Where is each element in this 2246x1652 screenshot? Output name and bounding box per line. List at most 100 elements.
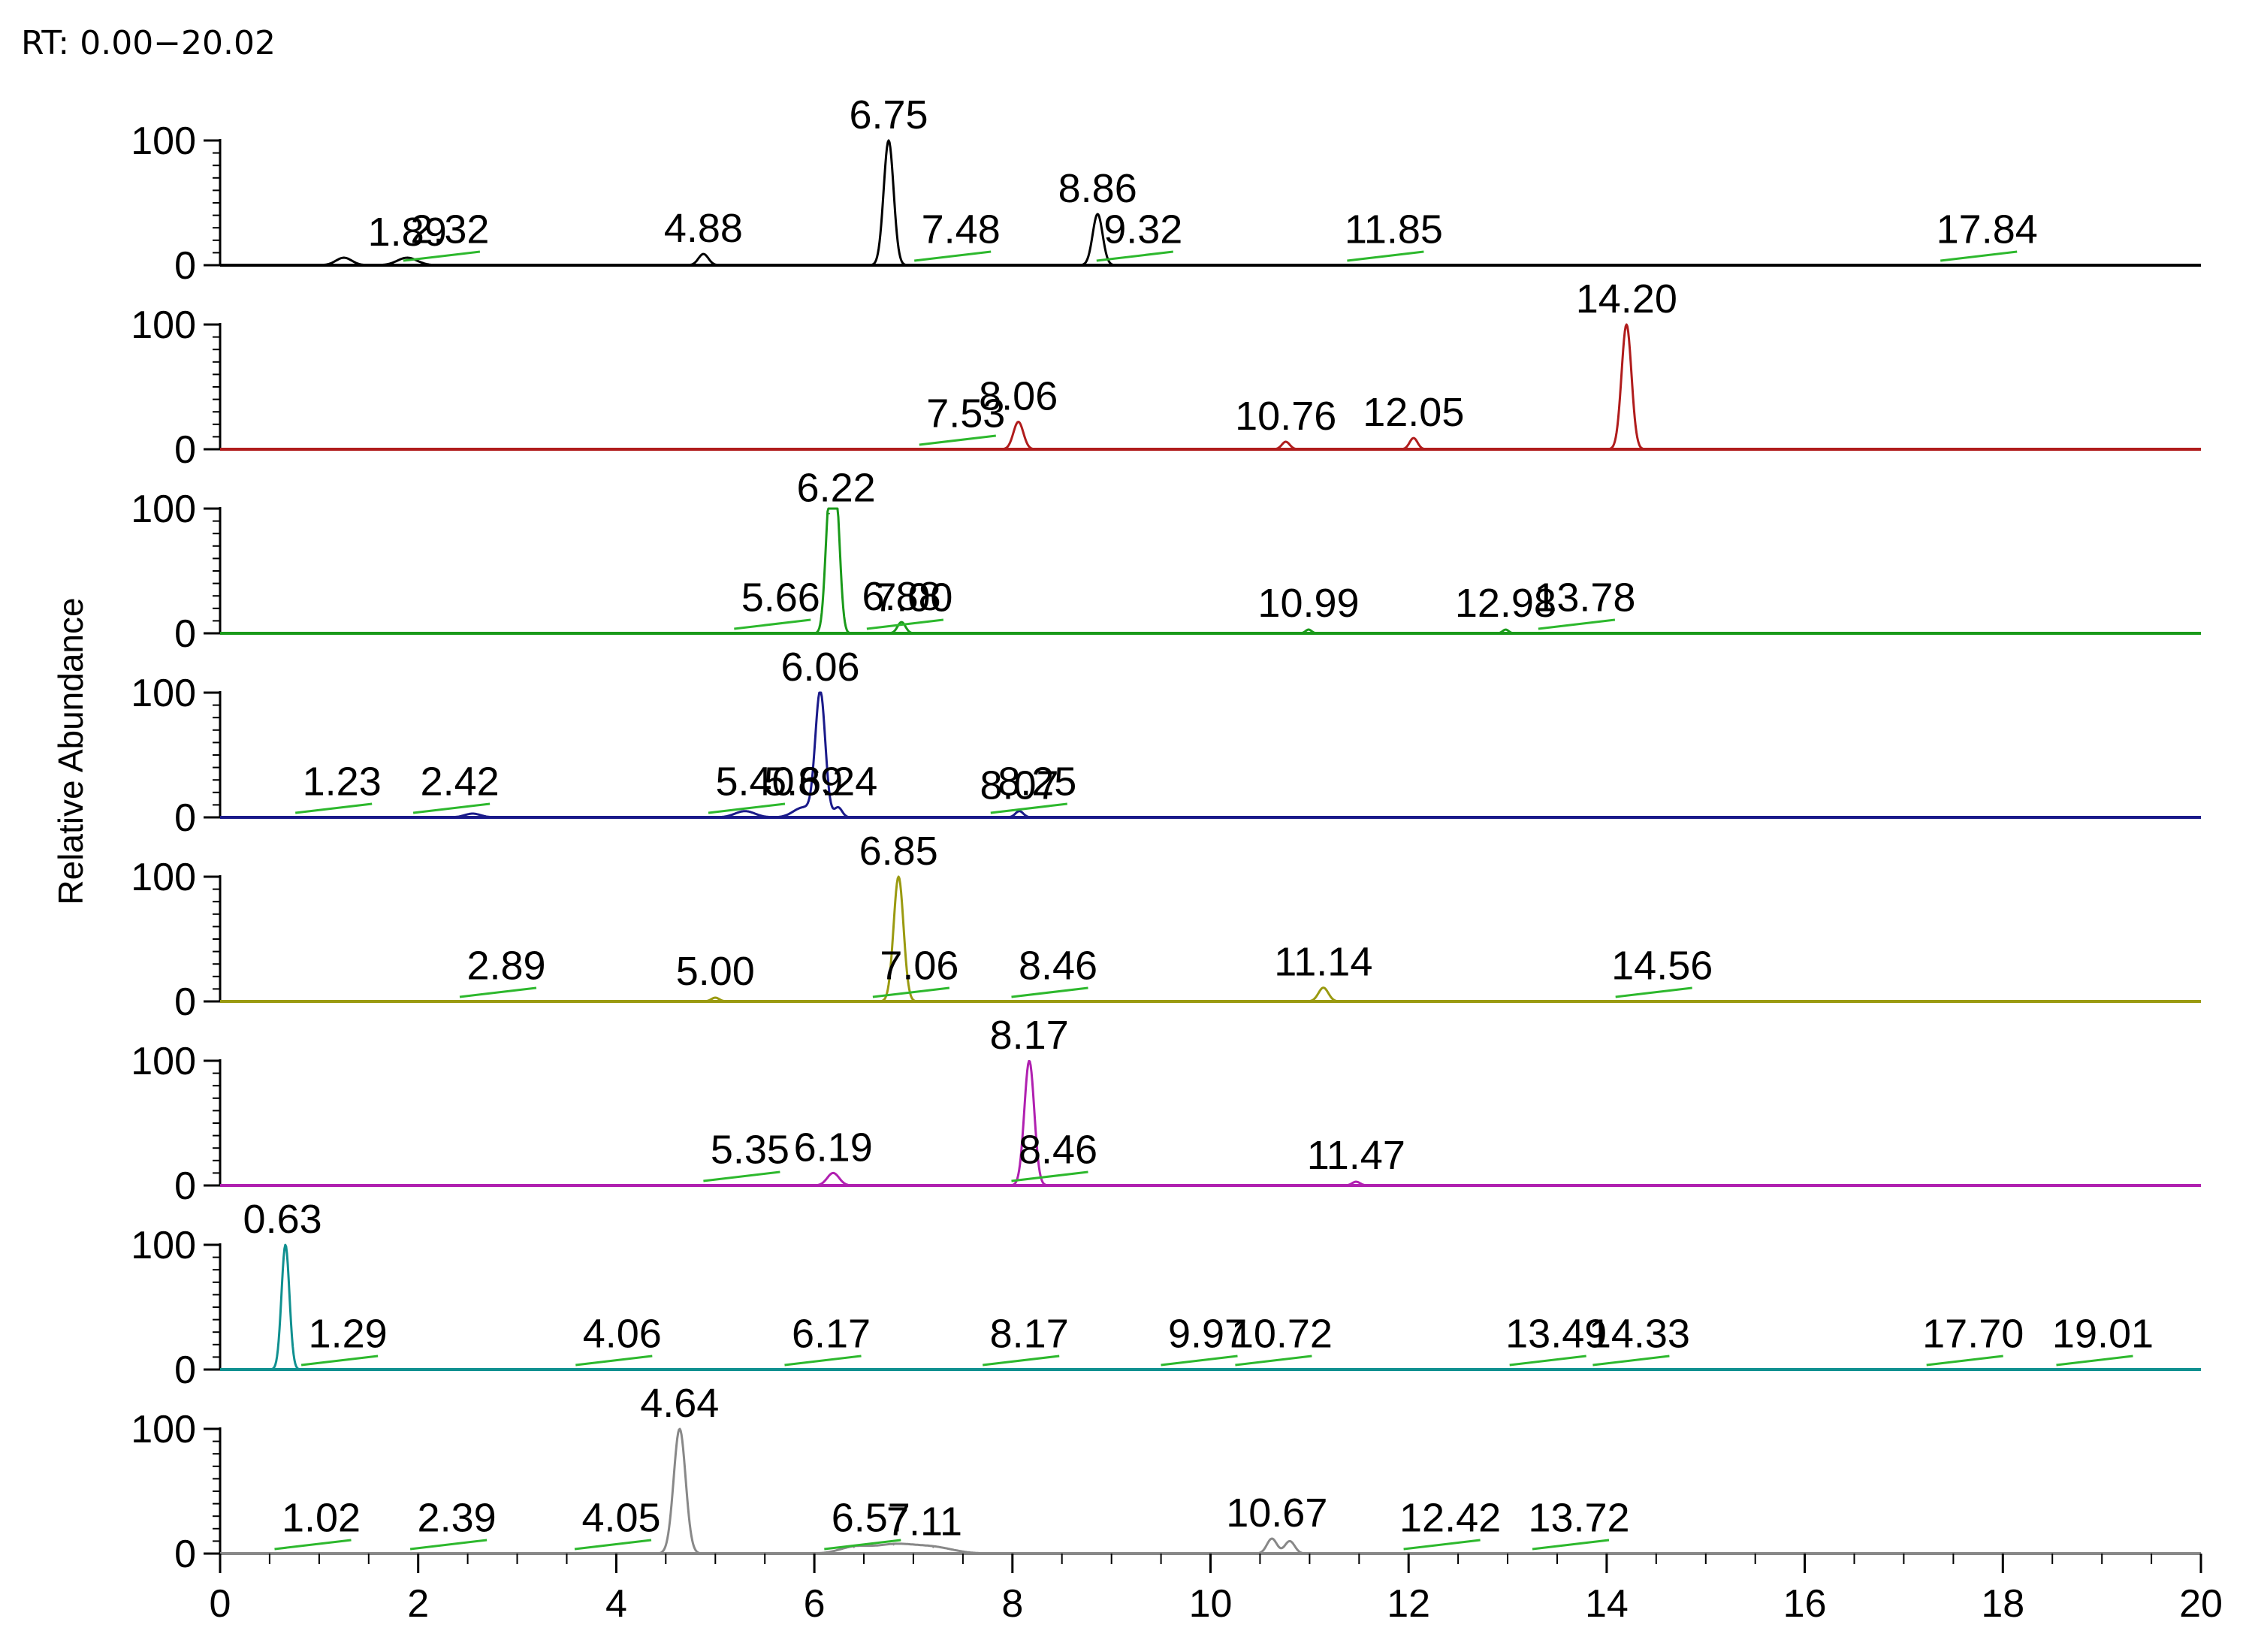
label-leader-line [409, 1539, 488, 1551]
peak-point [1289, 1540, 1291, 1542]
y-tick-label: 100 [131, 304, 196, 347]
peak-point [343, 257, 345, 258]
peak-label: 11.47 [1307, 1133, 1405, 1178]
x-tick-label: 10 [1189, 1582, 1233, 1626]
peak-label: 8.06 [979, 374, 1058, 419]
peak-point [901, 621, 903, 624]
peak-point [828, 512, 830, 515]
peak-label: 8.46 [1019, 1128, 1097, 1173]
trace-line [219, 1059, 2202, 1187]
peak-label: 4.88 [664, 206, 743, 251]
y-tick-label: 0 [174, 796, 196, 840]
peak-point [1271, 1538, 1273, 1540]
peak-label: 9.32 [1103, 207, 1182, 252]
peak-label: 7.00 [874, 575, 952, 621]
peak-point [1017, 421, 1019, 423]
peak-point [853, 1546, 855, 1548]
peak-point [835, 508, 838, 509]
peak-label: 1.02 [282, 1496, 361, 1541]
chromatogram-panels: 100 0 1.892.32 4.88 6.75 7.48 8.869.32 11.85 17.… [131, 92, 2202, 1576]
trace-line [219, 323, 2202, 451]
label-leader-line [403, 250, 481, 262]
peak-label: 6.19 [794, 1125, 873, 1170]
y-tick-label: 0 [174, 1348, 196, 1392]
peak-point [472, 813, 474, 814]
rt-range-label: RT: 0.00−20.02 [21, 24, 276, 62]
label-leader-line [734, 618, 811, 630]
peak-label: 6.24 [798, 760, 877, 805]
x-tick-label: 14 [1585, 1582, 1629, 1626]
peak-label: 13.72 [1528, 1496, 1629, 1541]
label-leader-line [1926, 1355, 2003, 1367]
label-leader-line [1161, 1355, 1238, 1367]
peak-point [406, 257, 409, 258]
peak-point [1019, 810, 1020, 812]
label-leader-line [1615, 986, 1692, 998]
x-tick-label: 2 [407, 1582, 429, 1626]
peak-point [714, 997, 717, 998]
x-tick-label: 6 [804, 1582, 826, 1626]
peak-point [1355, 1181, 1357, 1182]
peak-point [1308, 629, 1309, 630]
label-leader-line [784, 1355, 862, 1367]
peak-label: 4.06 [583, 1312, 662, 1357]
trace-line [219, 691, 2202, 819]
x-tick-label: 8 [1001, 1582, 1023, 1626]
peak-point [832, 1172, 835, 1174]
peak-point [802, 806, 805, 808]
peak-point [678, 1428, 681, 1430]
peak-label: 12.98 [1455, 581, 1556, 626]
peak-point [932, 1546, 934, 1548]
peak-label: 1.23 [303, 760, 382, 805]
y-tick-label: 0 [174, 1533, 196, 1576]
label-leader-line [990, 802, 1067, 814]
peak-label: 6.06 [780, 645, 859, 690]
label-leader-line [872, 986, 950, 998]
panel-5: 100 0 2.89 5.00 6.85 7.06 8.46 11.14 14.56 [131, 829, 2202, 1024]
label-leader-line [575, 1355, 653, 1367]
label-leader-line [574, 1539, 652, 1551]
peak-label: 7.06 [880, 944, 958, 989]
peak-label: 6.22 [797, 466, 876, 511]
label-leader-line [919, 434, 996, 446]
peak-label: 2.32 [410, 207, 489, 252]
peak-label: 8.86 [1058, 166, 1137, 211]
x-tick-label: 4 [605, 1582, 627, 1626]
peak-label: 6.88 [862, 574, 941, 619]
x-tick-label: 18 [1981, 1582, 2024, 1626]
peak-point [1412, 437, 1414, 439]
peak-label: 8.17 [990, 1312, 1069, 1357]
panel-2: 100 0 7.538.06 10.76 12.05 14.20 [131, 276, 2202, 472]
x-tick-label: 0 [210, 1582, 231, 1626]
label-leader-line [914, 250, 992, 262]
peak-point [892, 1544, 895, 1546]
trace-line [219, 139, 2202, 267]
peak-label: 17.84 [1937, 207, 2038, 252]
label-leader-line [1347, 250, 1424, 262]
label-leader-line [1940, 250, 2018, 262]
trace-line [219, 875, 2202, 1003]
peak-point [1505, 629, 1507, 630]
label-leader-line [1011, 986, 1088, 998]
peak-point [837, 806, 839, 808]
peak-label: 2.42 [421, 760, 500, 805]
peak-label: 6.17 [792, 1312, 871, 1357]
peak-label: 14.56 [1611, 944, 1713, 989]
y-tick-label: 100 [131, 672, 196, 715]
peak-label: 2.39 [418, 1496, 497, 1541]
peak-label: 4.64 [640, 1381, 719, 1426]
peak-point [744, 810, 746, 812]
peak-label: 6.75 [849, 92, 928, 137]
peak-label: 12.05 [1363, 390, 1464, 435]
y-tick-label: 100 [131, 1408, 196, 1451]
peak-label: 10.99 [1257, 581, 1359, 626]
peak-label: 0.63 [243, 1197, 322, 1242]
y-axis-title: Relative Abundance [51, 597, 90, 905]
trace-line [219, 507, 2202, 635]
label-leader-line [1538, 618, 1616, 630]
peak-label: 7.11 [886, 1499, 962, 1545]
panel-4: 100 0 1.23 2.42 5.405.89 6.06 6.24 8.078.25 [131, 645, 2202, 840]
